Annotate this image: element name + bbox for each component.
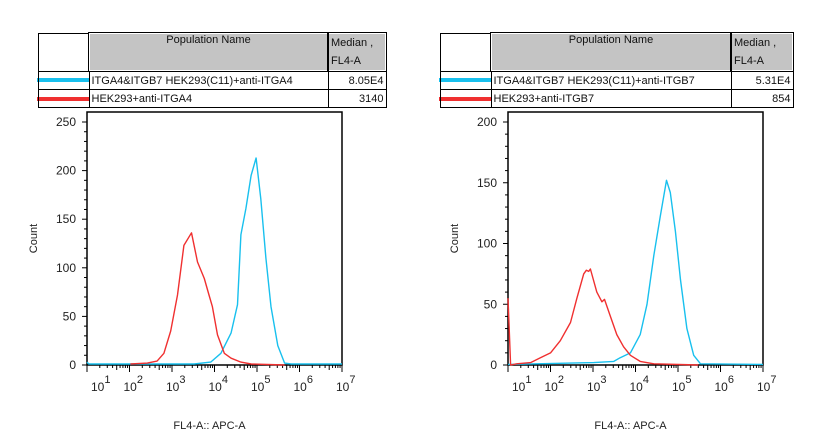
tick-exponent: 7 — [770, 374, 776, 386]
y-tick-label: 100 — [477, 237, 497, 251]
y-axis-label: Count — [28, 224, 40, 253]
tick-exponent: 6 — [307, 374, 313, 386]
tick-exponent: 5 — [264, 374, 270, 386]
y-tick-label: 150 — [56, 212, 76, 226]
column-header-median: Median , FL4-A — [730, 32, 794, 72]
column-header-population-name: Population Name — [490, 32, 732, 72]
x-tick-label: 105 — [672, 374, 691, 394]
tick-exponent: 6 — [728, 374, 734, 386]
tick-exponent: 4 — [222, 374, 228, 386]
x-tick-label: 102 — [124, 374, 143, 394]
median-header-line2: FL4-A — [734, 55, 764, 67]
histogram-series-red — [130, 232, 285, 366]
legend-swatch-header — [440, 32, 492, 72]
x-tick-label: 101 — [91, 374, 110, 394]
legend-swatch-header — [38, 32, 90, 72]
x-tick-label: 106 — [294, 374, 313, 394]
x-axis-label: FL4-A:: APC-A — [173, 420, 246, 432]
median-header-line1: Median , — [734, 37, 777, 49]
histogram-series-blue — [507, 179, 764, 366]
tick-base: 10 — [757, 380, 771, 394]
x-tick-label: 107 — [336, 374, 355, 394]
tick-exponent: 1 — [104, 374, 110, 386]
y-axis-label: Count — [449, 224, 461, 253]
histogram-series-blue — [86, 157, 342, 365]
x-tick-label: 103 — [587, 374, 606, 394]
y-tick-label: 50 — [484, 297, 498, 311]
population-name: HEK293+anti-ITGA4 — [88, 89, 329, 108]
legend-row: HEK293+anti-ITGA4 3140 — [37, 89, 387, 108]
legend-row: HEK293+anti-ITGB7 854 — [439, 89, 794, 108]
y-tick-label: 100 — [56, 261, 76, 275]
tick-exponent: 5 — [685, 374, 691, 386]
x-tick-label: 105 — [251, 374, 270, 394]
population-name: HEK293+anti-ITGB7 — [490, 89, 732, 108]
legend-row: ITGA4&ITGB7 HEK293(C11)+anti-ITGA4 8.05E… — [37, 70, 387, 90]
tick-exponent: 3 — [179, 374, 185, 386]
median-value: 3140 — [327, 89, 387, 108]
x-tick-label: 103 — [166, 374, 185, 394]
x-tick-label: 102 — [545, 374, 564, 394]
tick-base: 10 — [336, 380, 350, 394]
tick-exponent: 2 — [137, 374, 143, 386]
y-tick-label: 200 — [56, 164, 76, 178]
tick-exponent: 3 — [600, 374, 606, 386]
median-header-line2: FL4-A — [331, 55, 361, 67]
y-tick-label: 0 — [490, 358, 497, 372]
plot-frame — [86, 111, 343, 366]
x-axis-label: FL4-A:: APC-A — [594, 420, 667, 432]
tick-exponent: 2 — [558, 374, 564, 386]
plot-frame — [507, 111, 764, 366]
tick-base: 10 — [166, 380, 180, 394]
histogram-series-red — [507, 268, 699, 366]
tick-base: 10 — [209, 380, 223, 394]
median-header-line1: Median , — [331, 37, 374, 49]
y-tick-label: 150 — [477, 176, 497, 190]
legend-swatch — [37, 89, 90, 108]
y-tick-label: 200 — [477, 115, 497, 129]
x-tick-label: 104 — [209, 374, 228, 394]
column-header-population-name: Population Name — [88, 32, 329, 72]
tick-base: 10 — [294, 380, 308, 394]
legend-table-right: Population Name Median , FL4-A ITGA4&ITGB… — [439, 32, 794, 108]
y-tick-label: 250 — [56, 115, 76, 129]
legend-row: ITGA4&ITGB7 HEK293(C11)+anti-ITGB7 5.31E… — [439, 70, 794, 90]
x-tick-label: 101 — [512, 374, 531, 394]
tick-exponent: 4 — [643, 374, 649, 386]
median-value: 854 — [730, 89, 794, 108]
tick-base: 10 — [124, 380, 138, 394]
tick-base: 10 — [251, 380, 265, 394]
tick-base: 10 — [91, 380, 105, 394]
tick-base: 10 — [512, 380, 526, 394]
x-tick-label: 106 — [715, 374, 734, 394]
tick-base: 10 — [672, 380, 686, 394]
x-tick-label: 107 — [757, 374, 776, 394]
column-header-median: Median , FL4-A — [327, 32, 387, 72]
legend-table-left: Population Name Median , FL4-A ITGA4&ITGB… — [37, 32, 387, 108]
tick-base: 10 — [715, 380, 729, 394]
tick-base: 10 — [587, 380, 601, 394]
y-tick-label: 0 — [69, 358, 76, 372]
tick-exponent: 1 — [525, 374, 531, 386]
tick-exponent: 7 — [349, 374, 355, 386]
tick-base: 10 — [545, 380, 559, 394]
x-tick-label: 104 — [630, 374, 649, 394]
population-name: ITGA4&ITGB7 HEK293(C11)+anti-ITGA4 — [88, 70, 329, 90]
y-tick-label: 50 — [63, 309, 77, 323]
population-name: ITGA4&ITGB7 HEK293(C11)+anti-ITGB7 — [490, 70, 732, 90]
tick-base: 10 — [630, 380, 644, 394]
